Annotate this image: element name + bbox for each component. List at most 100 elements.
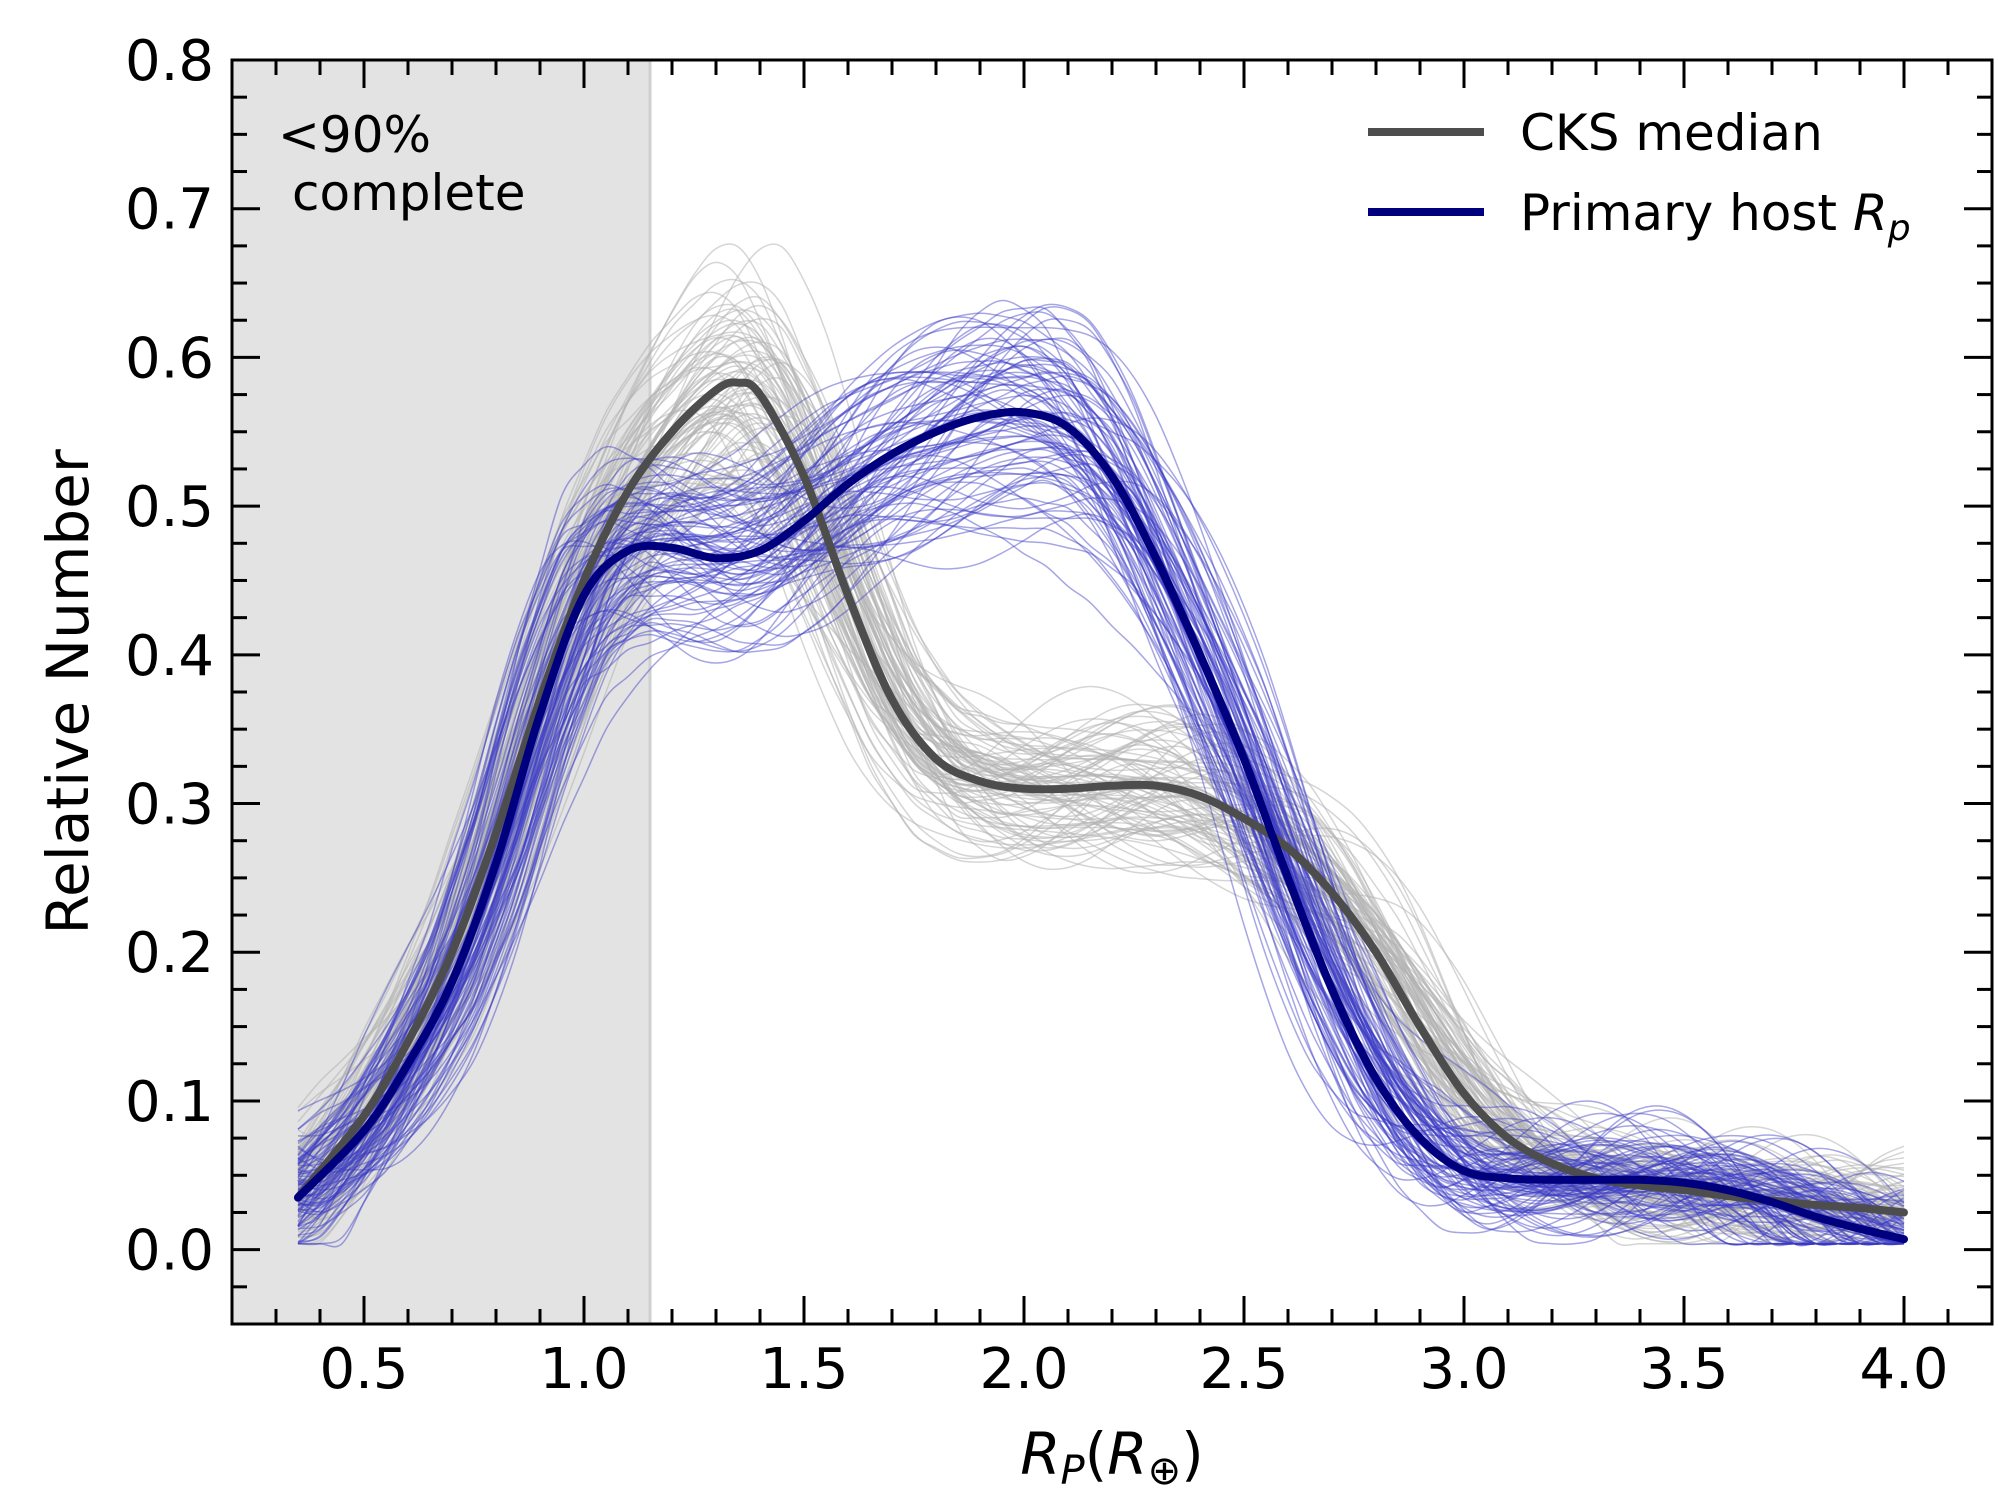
sample-curve-cks — [297, 483, 1905, 1221]
x-axis-var: R — [1020, 1420, 1060, 1488]
median-curves — [294, 378, 1908, 1244]
sample-curve-primary-host — [297, 421, 1905, 1237]
legend-label-primary-host-sub: p — [1887, 208, 1911, 249]
x-axis-var-sub: P — [1061, 1448, 1086, 1494]
sample-curve-primary-host — [297, 513, 1905, 1245]
y-tick-label: 0.1 — [125, 1070, 214, 1135]
y-tick-label: 0.6 — [125, 326, 214, 391]
y-axis-title: Relative Number — [34, 449, 102, 934]
sample-curve-primary-host — [297, 473, 1905, 1245]
sample-curve-primary-host — [297, 409, 1905, 1240]
x-tick-label: 1.5 — [759, 1337, 848, 1402]
y-tick-label: 0.7 — [125, 178, 214, 243]
x-axis-paren-open: ( — [1085, 1420, 1108, 1488]
y-tick-label: 0.0 — [125, 1219, 214, 1284]
x-tick-label: 0.5 — [319, 1337, 408, 1402]
x-tick-labels: 0.5 1.0 1.5 2.0 2.5 3.0 3.5 4.0 — [319, 1337, 1948, 1402]
x-axis-title: RP(R⊕) — [1020, 1420, 1204, 1494]
sample-curve-primary-host — [297, 510, 1905, 1245]
sample-curve-primary-host — [297, 481, 1905, 1224]
x-tick-label: 3.5 — [1639, 1337, 1728, 1402]
sample-curve-cks — [297, 469, 1904, 1246]
sample-curve-cks — [297, 452, 1905, 1238]
sample-curve-primary-host — [297, 475, 1905, 1245]
sample-curve-cks — [297, 291, 1905, 1246]
sample-curve-primary-host — [297, 303, 1905, 1246]
sample-curve-primary-host — [297, 472, 1904, 1245]
sample-curve-primary-host — [297, 376, 1905, 1245]
sample-curve-primary-host — [297, 394, 1904, 1246]
sample-curve-primary-host — [297, 435, 1904, 1246]
sample-curve-primary-host — [297, 486, 1905, 1239]
sample-curve-primary-host — [297, 419, 1905, 1246]
sample-curve-cks — [297, 410, 1905, 1222]
y-tick-labels: 0.0 0.1 0.2 0.3 0.4 0.5 0.6 0.7 0.8 — [125, 29, 214, 1284]
sample-curve-primary-host — [297, 369, 1904, 1245]
sample-curve-primary-host — [297, 357, 1904, 1245]
sample-curve-cks — [297, 404, 1905, 1246]
legend-label-cks-median: CKS median — [1520, 104, 1823, 162]
y-tick-label: 0.5 — [125, 475, 214, 540]
legend-label-primary-host-var: R — [1853, 184, 1888, 242]
sample-curve-primary-host — [297, 318, 1904, 1246]
shaded-incomplete-region — [232, 60, 650, 1324]
sample-curve-primary-host — [297, 384, 1905, 1245]
x-tick-label: 3.0 — [1419, 1337, 1508, 1402]
sample-curve-primary-host — [297, 337, 1905, 1246]
sample-curve-primary-host — [297, 445, 1904, 1246]
legend: CKS median Primary host Rp — [1368, 104, 1911, 249]
sample-curve-primary-host — [297, 337, 1904, 1246]
sample-curve-primary-host — [297, 456, 1905, 1245]
sample-curve-primary-host — [297, 311, 1904, 1246]
sample-curve-primary-host — [297, 429, 1905, 1218]
sample-curve-primary-host — [297, 462, 1904, 1246]
sample-curve-primary-host — [297, 306, 1904, 1248]
sample-curve-primary-host — [297, 346, 1905, 1222]
sample-curve-primary-host — [297, 502, 1905, 1229]
sample-curve-primary-host — [297, 481, 1905, 1245]
sample-curve-primary-host — [297, 299, 1905, 1246]
legend-label-primary-host-main: Primary host — [1520, 184, 1853, 242]
sample-curve-primary-host — [297, 338, 1904, 1246]
sample-curve-cks — [297, 339, 1905, 1221]
sample-curve-cks — [297, 243, 1905, 1246]
sample-curve-primary-host — [297, 515, 1905, 1238]
sample-curve-primary-host — [297, 388, 1904, 1246]
x-tick-label: 2.0 — [979, 1337, 1068, 1402]
sample-curve-primary-host — [297, 394, 1905, 1216]
sample-curve-primary-host — [297, 370, 1904, 1245]
shaded-annotation-line1: <90% — [278, 106, 431, 164]
x-tick-label: 1.0 — [539, 1337, 628, 1402]
y-tick-label: 0.2 — [125, 921, 214, 986]
sample-curve-primary-host — [297, 376, 1905, 1231]
x-tick-label: 2.5 — [1199, 1337, 1288, 1402]
sample-curve-primary-host — [297, 414, 1905, 1246]
x-tick-label: 4.0 — [1859, 1337, 1948, 1402]
series-line-primary-host — [294, 407, 1908, 1244]
axis-ticks — [232, 58, 1992, 1326]
sample-curve-primary-host — [297, 417, 1905, 1245]
sample-curve-primary-host — [297, 441, 1905, 1234]
sample-curve-primary-host — [297, 380, 1905, 1241]
shaded-annotation-line2: complete — [292, 164, 526, 222]
y-tick-label: 0.3 — [125, 773, 214, 838]
x-axis-inner-sub: ⊕ — [1148, 1448, 1182, 1494]
sample-curve-primary-host — [297, 377, 1905, 1245]
sample-curve-primary-host — [297, 306, 1905, 1245]
sample-curve-primary-host — [297, 508, 1905, 1241]
sample-curve-cks — [297, 243, 1905, 1221]
sample-curve-primary-host — [297, 345, 1905, 1246]
x-axis-paren-close: ) — [1181, 1420, 1204, 1488]
y-tick-label: 0.8 — [125, 29, 214, 94]
sample-curve-cks — [297, 361, 1905, 1216]
sample-curve-cks — [297, 396, 1905, 1228]
x-axis-inner-var: R — [1107, 1420, 1147, 1488]
sample-curve-cks — [297, 358, 1905, 1220]
sample-curve-primary-host — [297, 361, 1905, 1245]
sample-curve-primary-host — [297, 471, 1905, 1237]
y-tick-label: 0.4 — [125, 624, 214, 689]
legend-label-primary-host: Primary host Rp — [1520, 184, 1911, 249]
sample-curve-cks — [297, 354, 1904, 1246]
